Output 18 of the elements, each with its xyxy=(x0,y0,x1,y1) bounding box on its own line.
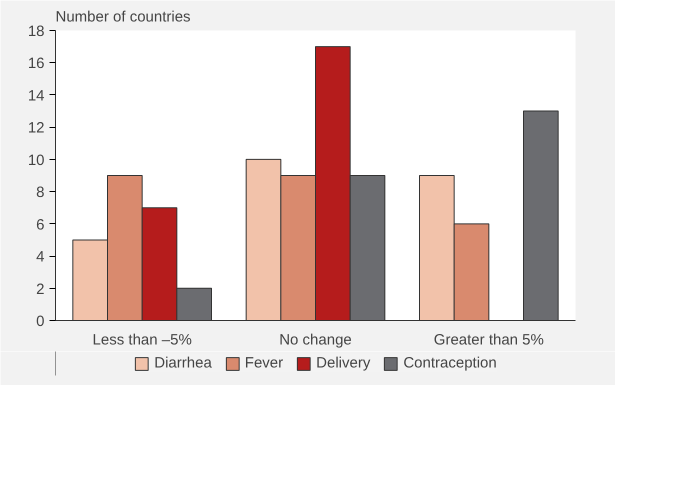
legend-label: Fever xyxy=(244,354,284,372)
legend-label: Delivery xyxy=(316,354,370,372)
y-axis-title: Number of countries xyxy=(56,8,191,26)
legend-label: Contraception xyxy=(403,354,497,372)
legend-label: Diarrhea xyxy=(154,354,212,372)
x-tick-label: No change xyxy=(279,332,352,348)
y-tick-label: 6 xyxy=(36,216,44,234)
y-tick-label: 2 xyxy=(36,280,44,298)
y-tick-label: 0 xyxy=(36,313,44,330)
y-tick-label: 14 xyxy=(28,87,45,104)
x-tick-label: Less than –5% xyxy=(92,332,192,348)
x-tick-label: Greater than 5% xyxy=(434,332,544,348)
y-tick-label: 12 xyxy=(28,120,45,137)
y-tick-label: 16 xyxy=(28,55,45,72)
y-tick-label: 8 xyxy=(36,184,44,202)
y-tick-label: 10 xyxy=(28,152,45,169)
y-tick-label: 4 xyxy=(36,248,44,266)
y-tick-label: 18 xyxy=(28,23,45,40)
